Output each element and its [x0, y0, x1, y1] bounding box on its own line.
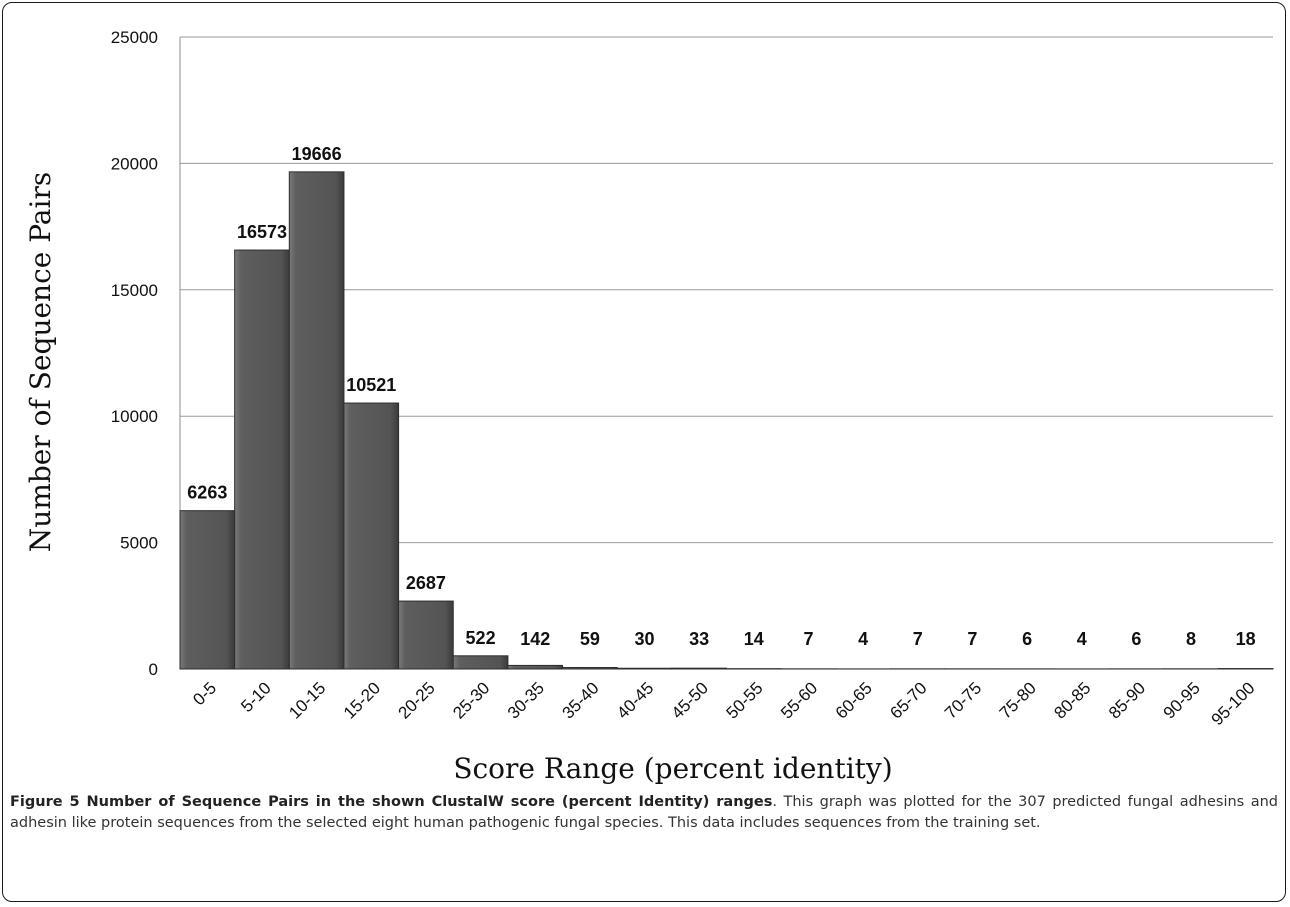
x-tick-label: 55-60: [777, 678, 821, 722]
bar: [343, 402, 400, 670]
x-tick-label: 95-100: [1208, 678, 1259, 729]
caption-label: Figure 5: [10, 794, 80, 810]
data-label: 6: [1022, 629, 1032, 649]
data-label: 142: [520, 629, 550, 649]
bar: [616, 667, 673, 670]
x-tick-label: 90-95: [1160, 678, 1204, 722]
data-label: 16573: [237, 222, 287, 242]
data-label: 10521: [346, 375, 396, 395]
x-tick-label: 65-70: [886, 678, 930, 722]
x-axis-label: Score Range (percent identity): [453, 752, 892, 785]
x-tick-label: 70-75: [941, 678, 985, 722]
bars: [179, 171, 1274, 670]
data-label: 7: [967, 629, 977, 649]
x-tick-label: 45-50: [668, 678, 712, 722]
y-tick-label: 15000: [111, 281, 158, 300]
x-tick-label: 80-85: [1050, 678, 1094, 722]
data-label: 2687: [406, 573, 446, 593]
data-labels: 6263 16573 19666 10521 2687 522 142 59 30 33 14 7 4 7…: [187, 144, 1255, 649]
data-label: 33: [689, 629, 709, 649]
y-tick-label: 20000: [111, 154, 158, 173]
data-label: 14: [744, 629, 764, 649]
x-tick-label: 85-90: [1105, 678, 1149, 722]
data-label: 6: [1131, 629, 1141, 649]
data-label: 18: [1236, 629, 1256, 649]
data-label: 7: [913, 629, 923, 649]
x-tick-label: 15-20: [340, 678, 384, 722]
figure-caption: Figure 5 Number of Sequence Pairs in the…: [10, 792, 1278, 834]
caption-body: . This graph was plotted for the 307 pre…: [10, 794, 1279, 831]
caption-title: Number of Sequence Pairs in the shown Cl…: [79, 794, 773, 810]
x-tick-label: 60-65: [832, 678, 876, 722]
bar: [288, 171, 345, 670]
x-tick-label: 40-45: [613, 678, 657, 722]
y-tick-label: 0: [149, 660, 158, 679]
x-tick-label: 20-25: [395, 678, 439, 722]
x-tick-label: 50-55: [722, 678, 766, 722]
data-label: 4: [1077, 629, 1087, 649]
data-label: 522: [466, 628, 496, 648]
x-tick-label: 10-15: [285, 678, 329, 722]
x-tick-label: 75-80: [996, 678, 1040, 722]
bar: [452, 655, 509, 670]
x-tick-label: 30-35: [504, 678, 548, 722]
y-tick-label: 10000: [111, 407, 158, 426]
data-label: 30: [635, 629, 655, 649]
bar: [179, 510, 236, 670]
data-label: 7: [803, 629, 813, 649]
bar: [671, 667, 727, 670]
bar-chart: 6263 16573 19666 10521 2687 522 142 59 30 33 14 7 4 7…: [24, 28, 1274, 785]
bar: [562, 667, 618, 670]
y-axis-label: Number of Sequence Pairs: [24, 172, 57, 552]
data-label: 4: [858, 629, 868, 649]
y-tick-label: 5000: [120, 534, 158, 553]
x-tick-label: 0-5: [189, 678, 220, 709]
y-tick-label: 25000: [111, 28, 158, 47]
data-label: 6263: [187, 483, 227, 503]
x-tick-label: 5-10: [237, 678, 274, 715]
x-tick-label: 25-30: [449, 678, 493, 722]
x-axis-ticks: 0-5 5-10 10-15 15-20 20-25 25-30 30-35 35-40 40-…: [189, 678, 1258, 729]
y-axis-ticks: 0 5000 10000 15000 20000 25000: [111, 28, 158, 679]
x-tick-label: 35-40: [559, 678, 603, 722]
bar: [507, 664, 564, 670]
data-label: 19666: [292, 144, 342, 164]
data-label: 59: [580, 629, 600, 649]
bar: [234, 249, 290, 670]
bar: [398, 600, 454, 670]
data-label: 8: [1186, 629, 1196, 649]
